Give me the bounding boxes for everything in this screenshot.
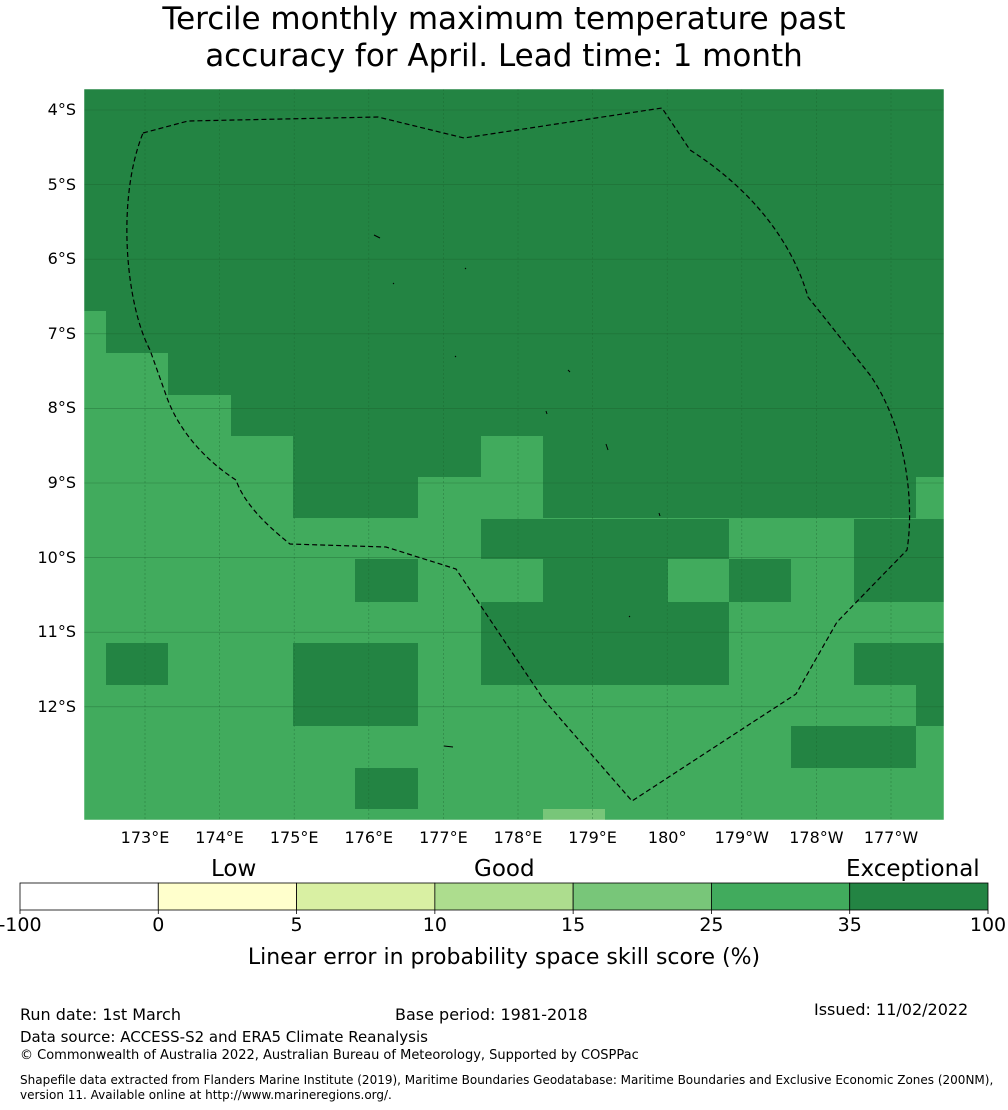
colorbar-label: Linear error in probability space skill … [247,945,761,970]
colorbar-tick-label: 35 [837,914,862,936]
longitude-label: 179°E [568,828,617,847]
island-mark [567,369,571,373]
longitude-label: 177°E [419,828,468,847]
grid-cell-block [854,559,944,602]
copyright-notice: © Commonwealth of Australia 2022, Austra… [20,1048,639,1063]
longitude-label: 174°E [195,828,244,847]
colorbar-segment [434,882,574,911]
grid-cell-block [293,643,418,684]
colorbar-segment [19,882,159,911]
category-exceptional-label: Exceptional [846,856,980,882]
grid-cell-block [791,726,916,768]
grid-cell-block [106,311,944,353]
colorbar [19,882,989,914]
base-period: Base period: 1981-2018 [395,1005,588,1024]
grid-cell-block [543,436,944,477]
grid-cell-block [481,602,729,643]
colorbar-tick-label: 10 [422,914,447,936]
graticule [84,89,944,820]
colorbar-tick-label: 5 [290,914,303,936]
latitude-label: 9°S [47,473,76,492]
latitude-label: 6°S [47,249,76,269]
colorbar-segment [711,882,851,911]
colorbar-tick-label: 15 [561,914,586,936]
issued-date: Issued: 11/02/2022 [814,1000,969,1019]
grid-cell-block [481,519,729,559]
colorbar-segment [572,882,712,911]
grid-cell-block [854,519,944,559]
grid-cell-block [543,559,668,602]
island-mark [628,615,631,618]
longitude-label: 179°W [714,828,769,847]
grid-cell-block [231,395,944,436]
map-frame [83,88,945,821]
grid-cell-block [543,809,605,820]
island-mark [464,267,467,270]
islands [373,234,661,748]
grid-cell-block [84,89,944,311]
island-mark [545,410,548,415]
colorbar-segment [157,882,297,911]
longitude-label: 180° [647,828,687,847]
shapefile-credit-line-1: Shapefile data extracted from Flanders M… [20,1073,994,1087]
latitude-label: 12°S [37,696,76,716]
shapefile-credit-line-2: version 11. Available online at http://w… [20,1088,392,1102]
latitude-label: 10°S [37,547,76,567]
longitude-label: 175°E [269,828,319,847]
grid-cell-block [916,684,944,726]
chart-title-line-2: accuracy for April. Lead time: 1 month [205,38,803,74]
data-source: Data source: ACCESS-S2 and ERA5 Climate … [20,1028,428,1046]
island-mark [392,282,395,285]
longitude-label: 178°E [493,828,543,847]
grid-cell-block [481,643,729,685]
latitude-label: 7°S [47,323,76,343]
run-date: Run date: 1st March [20,1005,181,1024]
island-mark [658,512,661,517]
island-mark [605,443,609,451]
grid-cell-block [293,436,481,477]
longitude-label: 177°W [863,828,919,847]
longitude-label: 178°W [789,828,844,847]
grid-cell-block [543,477,916,518]
latitude-label: 5°S [47,174,76,194]
island-mark [454,355,457,358]
island-mark [443,745,454,748]
grid-cell-block [854,643,944,685]
skill-score-grid [84,89,944,820]
colorbar-segment [849,882,989,911]
chart-title-line-1: Tercile monthly maximum temperature past [162,1,846,37]
colorbar-tick-label: 25 [699,914,724,936]
grid-cell-block [106,643,168,685]
latitude-label: 4°S [47,100,76,119]
colorbar-segment [296,882,436,911]
colorbar-tick-label: 100 [969,914,1007,936]
grid-cell-block [355,559,418,602]
island-mark [373,234,381,239]
longitude-label: 176°E [344,828,394,847]
latitude-label: 11°S [37,622,76,642]
eez-boundary-line [126,107,911,802]
latitude-label: 8°S [47,398,76,418]
grid-cell-block [293,684,418,726]
colorbar-tick-label: 0 [152,914,165,936]
grid-cell-block [729,559,791,602]
colorbar-tick-label: -100 [0,914,42,936]
grid-cell-block [355,768,418,809]
category-good-label: Good [474,856,535,882]
grid-cell-block [293,477,418,518]
category-low-label: Low [211,856,257,882]
longitude-label: 173°E [120,828,170,847]
grid-cell-block [168,353,944,395]
